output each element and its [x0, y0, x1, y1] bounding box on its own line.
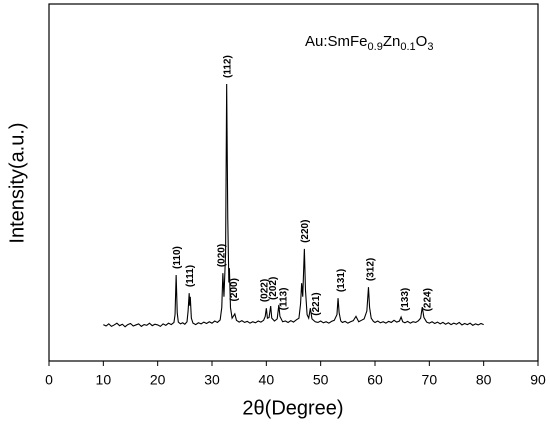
data-line	[103, 83, 484, 328]
x-tick-label: 0	[45, 372, 53, 388]
annotation-part: Au:SmFe	[305, 33, 368, 50]
annotation-part: 0.9	[368, 41, 383, 53]
x-tick-label: 80	[476, 372, 492, 388]
y-axis-label: Intensity(a.u.)	[6, 122, 28, 243]
peak-label: (202)	[268, 277, 279, 300]
peak-label: (221)	[311, 292, 322, 315]
annotation-part: 3	[427, 41, 433, 53]
annotation: Au:SmFe0.9Zn0.1O3	[305, 33, 433, 53]
x-tick-label: 60	[367, 372, 383, 388]
peak-label: (111)	[185, 265, 196, 287]
x-tick-label: 70	[422, 372, 438, 388]
peak-label: (110)	[172, 246, 183, 269]
peak-label: (133)	[400, 288, 411, 311]
peak-label: (020)	[217, 244, 228, 267]
peak-label: (022)	[260, 279, 271, 302]
x-axis-label: 2θ(Degree)	[242, 397, 343, 419]
x-tick-label: 30	[204, 372, 220, 388]
peak-label: (200)	[229, 278, 240, 301]
annotation-part: 0.1	[400, 41, 415, 53]
annotation-part: Zn	[383, 33, 401, 50]
x-tick-label: 20	[150, 372, 166, 388]
x-tick-label: 50	[313, 372, 329, 388]
annotation-part: O	[416, 33, 428, 50]
peak-label: (224)	[423, 288, 434, 311]
peak-label: (312)	[366, 258, 377, 281]
peak-label: (113)	[279, 288, 290, 311]
peak-label: (220)	[300, 220, 311, 243]
x-tick-label: 10	[96, 372, 112, 388]
x-tick-label: 40	[259, 372, 275, 388]
peak-label: (112)	[223, 55, 234, 78]
plot-frame	[48, 3, 539, 362]
x-tick-label: 90	[530, 372, 546, 388]
peak-label: (131)	[336, 269, 347, 292]
